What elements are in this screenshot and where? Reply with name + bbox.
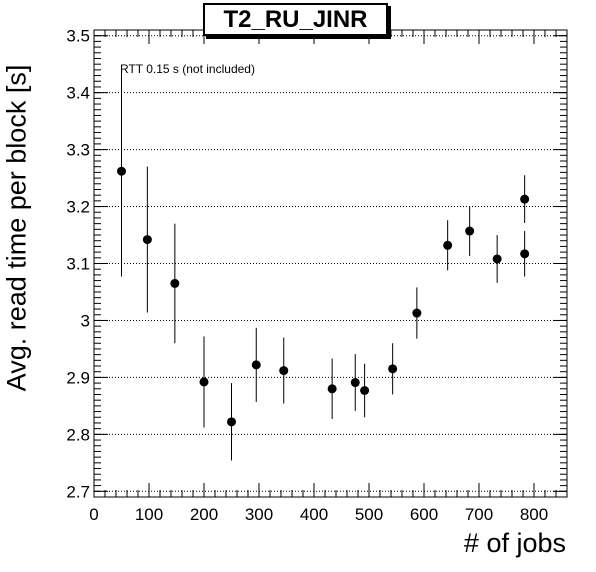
data-point: [279, 366, 289, 376]
x-tick-label: 300: [245, 505, 273, 524]
data-point: [199, 377, 209, 387]
rtt-annotation: RTT 0.15 s (not included): [120, 62, 255, 76]
data-point: [520, 194, 530, 204]
x-tick-label: 400: [300, 505, 328, 524]
x-axis-label: # of jobs: [463, 528, 566, 558]
x-tick-label: 100: [135, 505, 163, 524]
data-point: [443, 240, 453, 250]
y-tick-label: 3.2: [66, 198, 90, 217]
x-tick-label: 800: [520, 505, 548, 524]
data-point: [388, 364, 398, 374]
data-point: [412, 308, 422, 318]
data-point: [117, 166, 126, 176]
data-point: [350, 378, 360, 388]
data-point: [465, 226, 475, 236]
data-point: [520, 249, 530, 259]
y-tick-label: 3.3: [66, 141, 90, 160]
y-tick-label: 2.7: [66, 482, 90, 501]
y-tick-label: 3.5: [66, 27, 90, 46]
y-tick-label: 3.1: [66, 255, 90, 274]
x-tick-label: 600: [410, 505, 438, 524]
y-tick-label: 2.8: [66, 425, 90, 444]
data-points: [117, 65, 530, 461]
y-tick-label: 2.9: [66, 368, 90, 387]
data-point: [142, 235, 152, 245]
data-point: [170, 278, 180, 288]
y-tick-label: 3: [81, 311, 90, 330]
data-point: [360, 386, 370, 396]
y-gridlines: [94, 35, 567, 492]
x-tick-label: 200: [190, 505, 218, 524]
data-point: [327, 384, 337, 394]
y-axis-label: Avg. read time per block [s]: [1, 64, 32, 392]
data-point: [251, 360, 261, 370]
x-tick-label: 700: [465, 505, 493, 524]
x-tick-label: 0: [89, 505, 98, 524]
data-point: [227, 417, 236, 427]
x-tick-label: 500: [355, 505, 383, 524]
data-point: [492, 254, 502, 264]
y-tick-label: 3.4: [66, 84, 90, 103]
x-axis-ticks: 0 100 200 300 400 500 600 700 800: [89, 30, 568, 524]
chart-title: T2_RU_JINR: [203, 3, 388, 36]
y-axis-ticks: 2.7 2.8 2.9 3 3.1 3.2 3.3 3.4 3.5: [66, 27, 567, 501]
